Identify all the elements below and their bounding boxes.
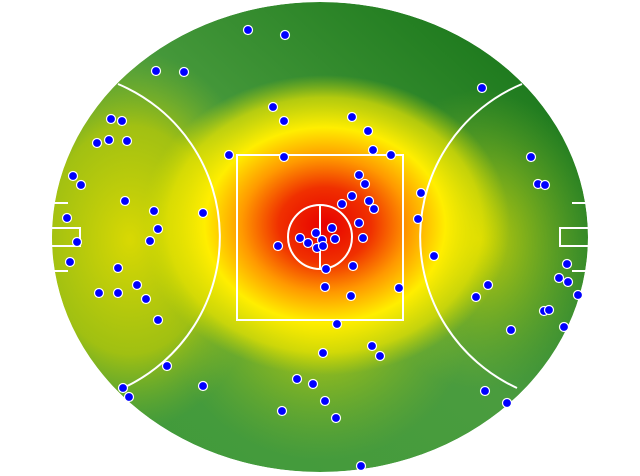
point — [279, 29, 291, 41]
point — [319, 281, 331, 293]
point — [479, 385, 491, 397]
point — [307, 378, 319, 390]
point — [140, 293, 152, 305]
point — [543, 304, 555, 316]
point — [197, 380, 209, 392]
point — [123, 391, 135, 403]
point — [278, 115, 290, 127]
point — [366, 340, 378, 352]
point — [291, 373, 303, 385]
point — [148, 205, 160, 217]
point — [319, 395, 331, 407]
point — [329, 233, 341, 245]
point — [353, 169, 365, 181]
point — [385, 149, 397, 161]
point — [93, 287, 105, 299]
point — [331, 318, 343, 330]
point — [505, 324, 517, 336]
point — [144, 235, 156, 247]
point — [152, 314, 164, 326]
point — [294, 232, 306, 244]
point — [197, 207, 209, 219]
point — [359, 178, 371, 190]
point — [161, 360, 173, 372]
point — [310, 227, 322, 239]
point — [346, 111, 358, 123]
point — [428, 250, 440, 262]
point — [476, 82, 488, 94]
point — [345, 290, 357, 302]
point — [272, 240, 284, 252]
point — [362, 125, 374, 137]
point — [317, 240, 329, 252]
point — [558, 321, 570, 333]
point — [482, 279, 494, 291]
point — [470, 291, 482, 303]
point — [355, 460, 367, 472]
point — [116, 115, 128, 127]
point — [368, 203, 380, 215]
point — [302, 237, 314, 249]
point — [374, 350, 386, 362]
point — [278, 151, 290, 163]
point — [112, 287, 124, 299]
point — [267, 101, 279, 113]
point — [71, 236, 83, 248]
point — [326, 222, 338, 234]
point — [150, 65, 162, 77]
point — [561, 258, 573, 270]
point — [75, 179, 87, 191]
point — [61, 212, 73, 224]
point — [320, 263, 332, 275]
point — [562, 276, 574, 288]
point — [178, 66, 190, 78]
point — [501, 397, 513, 409]
point — [353, 217, 365, 229]
point — [131, 279, 143, 291]
point — [539, 179, 551, 191]
point — [242, 24, 254, 36]
point — [346, 190, 358, 202]
point — [112, 262, 124, 274]
point — [572, 289, 584, 301]
point — [117, 382, 129, 394]
point — [64, 256, 76, 268]
point — [317, 347, 329, 359]
point — [336, 198, 348, 210]
point — [121, 135, 133, 147]
point — [553, 272, 565, 284]
point — [223, 149, 235, 161]
point — [67, 170, 79, 182]
point — [103, 134, 115, 146]
point — [357, 232, 369, 244]
point — [367, 144, 379, 156]
point — [415, 187, 427, 199]
point — [152, 223, 164, 235]
point — [393, 282, 405, 294]
point — [525, 151, 537, 163]
point — [412, 213, 424, 225]
point — [347, 260, 359, 272]
point — [330, 412, 342, 424]
points — [61, 24, 584, 472]
point — [105, 113, 117, 125]
point — [276, 405, 288, 417]
field-lines — [52, 83, 588, 389]
point — [91, 137, 103, 149]
point — [119, 195, 131, 207]
point — [363, 195, 375, 207]
